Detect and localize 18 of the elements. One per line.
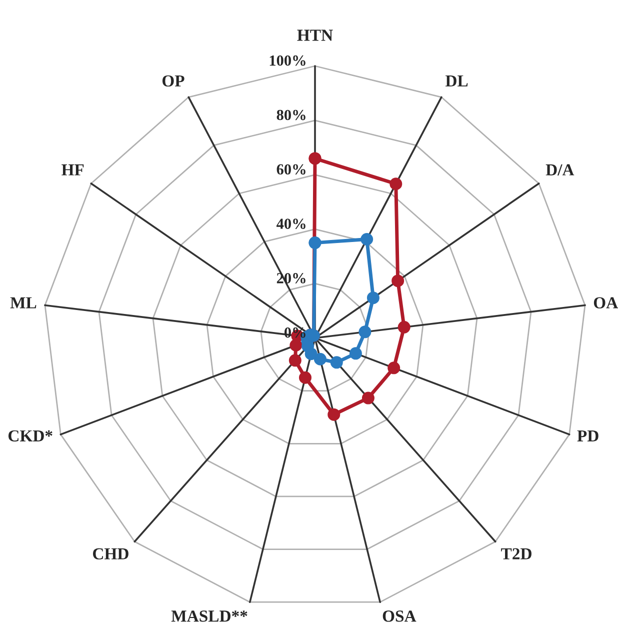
spoke-label: OSA (382, 610, 416, 622)
y-tick-label: 40% (276, 218, 306, 229)
spoke-label: MASLD** (171, 610, 248, 622)
spoke-label: PD (577, 430, 598, 442)
y-tick-label: 100% (270, 55, 306, 66)
spoke-label: OA (594, 297, 618, 308)
y-tick-label: 60% (276, 164, 306, 175)
y-tick-label: 80% (276, 110, 306, 120)
spoke-label: DL (445, 75, 468, 86)
spoke-label: ML (10, 297, 36, 308)
spoke-label: OP (162, 75, 184, 87)
spoke-label: HTN (297, 30, 333, 41)
spoke-label: CKD* (8, 430, 52, 442)
spoke-label: T2D (501, 548, 532, 560)
spoke-label: CHD (93, 548, 128, 560)
y-tick-label: 0% (284, 327, 306, 338)
spoke-label: D/A (546, 164, 574, 176)
spoke-label: HF (62, 164, 84, 176)
